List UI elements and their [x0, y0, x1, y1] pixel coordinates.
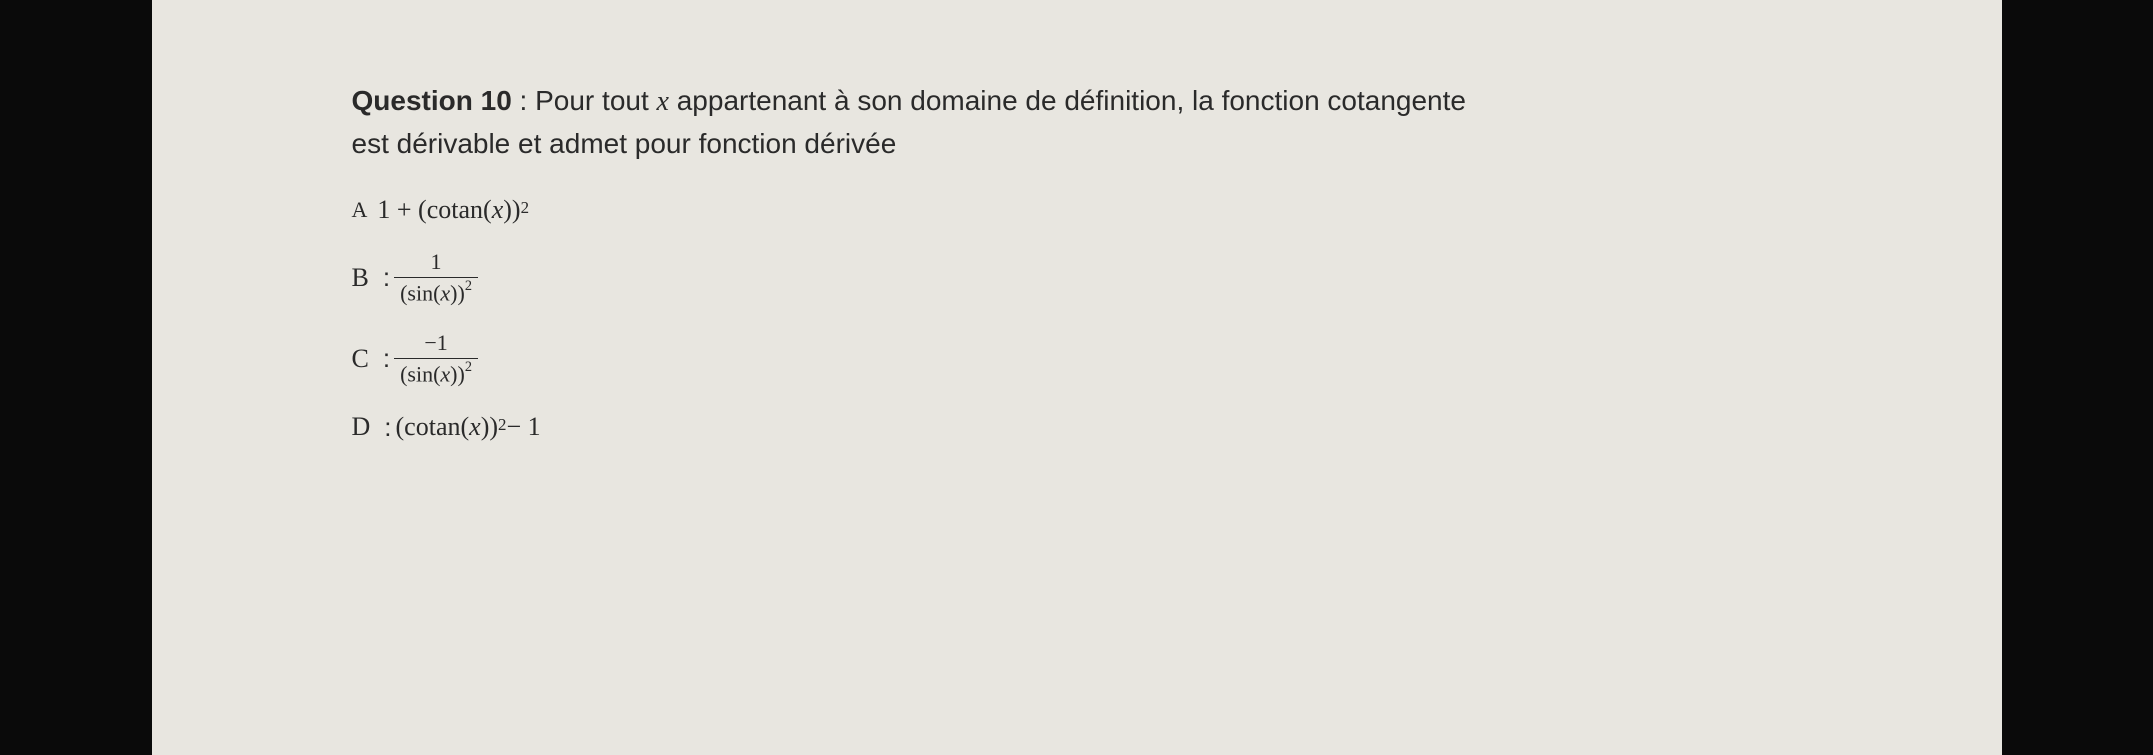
option-c-den-exponent: 2 — [465, 359, 472, 375]
option-d-prefix: (cotan( — [396, 412, 470, 442]
option-d-suffix: )) — [481, 412, 498, 442]
option-d-expression: (cotan(x))2 − 1 — [396, 412, 541, 442]
option-d-colon: : — [384, 412, 391, 443]
option-b-colon: : — [383, 262, 390, 293]
option-c-den-var: x — [440, 362, 450, 387]
option-c-denominator: (sin(x))2 — [394, 358, 478, 387]
option-d-var: x — [469, 412, 481, 442]
option-b-fraction: 1 (sin(x))2 — [394, 249, 478, 306]
option-c-den-suffix: )) — [450, 362, 465, 387]
option-a-var: x — [492, 195, 504, 225]
option-c-numerator: −1 — [418, 330, 453, 358]
question-label: Question 10 — [352, 85, 512, 116]
option-a: A 1 + (cotan(x))2 — [352, 195, 1802, 225]
option-a-exponent: 2 — [521, 198, 529, 218]
question-text-line2: est dérivable et admet pour fonction dér… — [352, 128, 897, 159]
question-text-part2: appartenant à son domaine de définition,… — [669, 85, 1466, 116]
option-b-numerator: 1 — [425, 249, 448, 277]
option-d-tail: − 1 — [506, 412, 540, 442]
option-c-fraction: −1 (sin(x))2 — [394, 330, 478, 387]
option-a-expression: 1 + (cotan(x))2 — [377, 195, 529, 225]
option-b-den-suffix: )) — [450, 280, 465, 305]
option-b-denominator: (sin(x))2 — [394, 277, 478, 306]
option-d-exponent: 2 — [498, 415, 506, 435]
option-a-suffix: )) — [503, 195, 520, 225]
option-c-den-prefix: (sin( — [400, 362, 440, 387]
option-b-expression: 1 (sin(x))2 — [394, 249, 478, 306]
question-block: Question 10 : Pour tout x appartenant à … — [352, 80, 1802, 165]
option-b-den-var: x — [440, 280, 450, 305]
option-c-expression: −1 (sin(x))2 — [394, 330, 478, 387]
option-c-colon: : — [383, 343, 390, 374]
option-b-den-exponent: 2 — [465, 278, 472, 294]
option-d-letter: D — [352, 412, 371, 442]
option-c: C : −1 (sin(x))2 — [352, 330, 1802, 387]
option-d: D : (cotan(x))2 − 1 — [352, 412, 1802, 443]
option-b: B : 1 (sin(x))2 — [352, 249, 1802, 306]
option-c-letter: C — [352, 344, 369, 374]
question-text-part1: Pour tout — [535, 85, 656, 116]
option-b-den-prefix: (sin( — [400, 280, 440, 305]
option-b-letter: B — [352, 263, 369, 293]
question-separator: : — [512, 85, 535, 116]
option-a-letter: A — [352, 197, 368, 223]
option-a-prefix: 1 + (cotan( — [377, 195, 491, 225]
paper-page: Question 10 : Pour tout x appartenant à … — [152, 0, 2002, 755]
question-variable: x — [657, 86, 669, 117]
